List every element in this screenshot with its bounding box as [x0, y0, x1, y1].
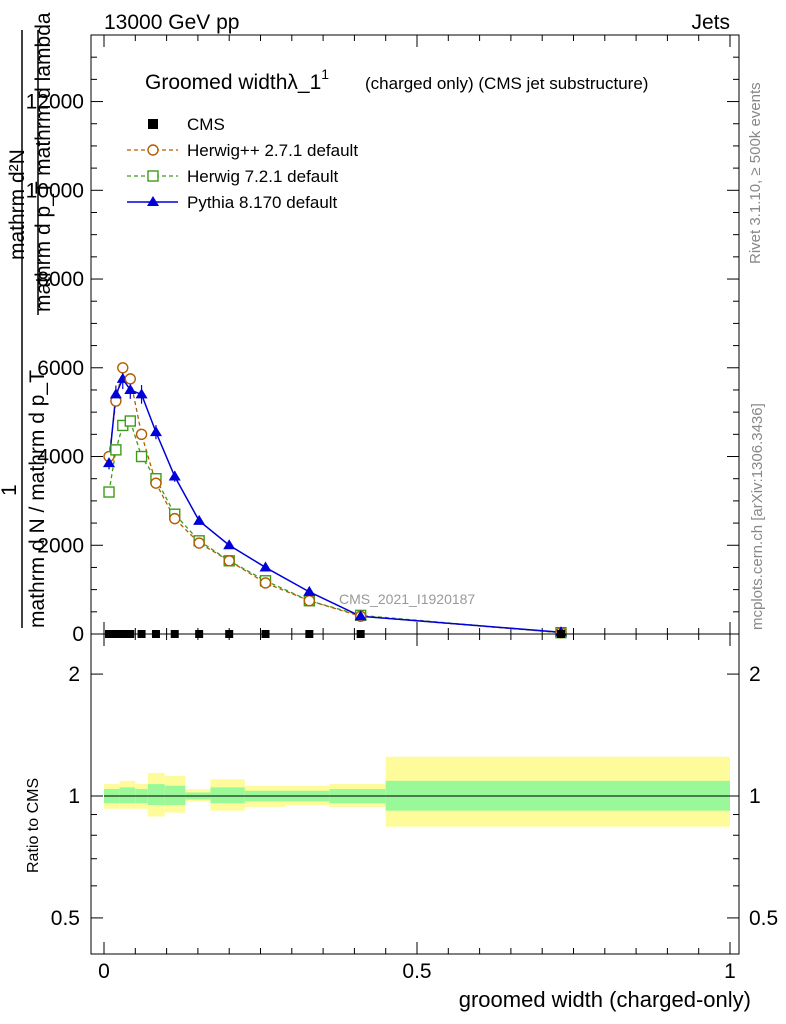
- herwig7-point: [124, 415, 136, 427]
- x-tick-label: 0.5: [402, 960, 431, 983]
- pythia-point: [124, 383, 137, 394]
- pythia-point: [135, 388, 148, 399]
- analysis-watermark: CMS_2021_I1920187: [339, 591, 475, 607]
- ratio-y-label: Ratio to CMS: [25, 778, 42, 873]
- ratio-band-inner: [164, 785, 186, 806]
- herwigpp-point: [193, 537, 205, 549]
- ratio-band-inner: [147, 784, 165, 806]
- pythia-point: [109, 388, 122, 399]
- x-tick-label: 0: [98, 960, 110, 983]
- y-tick-label: 10000: [26, 179, 84, 202]
- header-left: 13000 GeV pp: [104, 11, 239, 34]
- legend-label-cms: CMS: [187, 115, 225, 134]
- legend-label-herwig7: Herwig 7.2.1 default: [187, 167, 338, 186]
- legend-marker-herwig7: [147, 170, 159, 182]
- y-tick-label: 0: [72, 623, 84, 646]
- legend-marker-pythia: [147, 196, 159, 206]
- series-line-herwig7: [108, 420, 562, 634]
- header-right: Jets: [691, 11, 730, 34]
- pythia-point: [303, 585, 316, 596]
- ratio-y-tick-label-left: 0.5: [51, 907, 80, 930]
- ratio-y-tick-label-left: 2: [68, 663, 80, 686]
- ratio-band-inner: [210, 787, 245, 804]
- main-axis-ticks: 0 2000 4000 6000 8000 10000 12000: [26, 35, 739, 646]
- x-axis-label: groomed width (charged-only): [459, 987, 751, 1012]
- legend-label-pythia: Pythia 8.170 default: [187, 193, 338, 212]
- herwigpp-point: [117, 362, 129, 374]
- pythia-point: [168, 470, 181, 481]
- legend-label-herwigpp: Herwig++ 2.7.1 default: [187, 141, 358, 160]
- ratio-y-tick-label-right: 2: [749, 663, 761, 686]
- main-series-layer: [103, 362, 567, 639]
- y-label-factor: 1: [0, 484, 21, 496]
- pythia-point: [193, 514, 206, 525]
- x-tick-label: 1: [724, 960, 736, 983]
- y-label-factor-denominator: mathrm d N / mathrm d p_T: [26, 370, 49, 628]
- herwigpp-point: [303, 595, 316, 607]
- herwigpp-point: [169, 512, 181, 525]
- ratio-plot-frame: [90, 633, 740, 955]
- y-tick-label: 6000: [37, 357, 84, 380]
- herwig7-point: [110, 444, 122, 456]
- y-label-numerator: mathrm d²N: [6, 149, 29, 260]
- herwigpp-point: [135, 428, 148, 441]
- legend-marker-herwigpp: [147, 144, 159, 156]
- pythia-point: [149, 426, 162, 437]
- ratio-y-tick-label-right: 0.5: [749, 907, 778, 930]
- pythia-point: [103, 457, 116, 468]
- ratio-y-tick-label-left: 1: [68, 785, 80, 808]
- y-label-denominator: mathrm d p_T mathrm d lambda: [32, 12, 55, 312]
- herwigpp-point: [150, 477, 162, 489]
- pythia-point: [259, 561, 272, 572]
- pythia-point: [223, 539, 236, 550]
- pythia-point: [354, 610, 367, 621]
- y-tick-label: 2000: [37, 534, 84, 557]
- series-line-herwigpp: [108, 366, 562, 634]
- mcplots-label: mcplots.cern.ch [arXiv:1306.3436]: [749, 403, 766, 630]
- ratio-bands-layer: [104, 756, 730, 827]
- herwigpp-point: [124, 373, 136, 385]
- herwig7-point: [135, 450, 148, 463]
- plot-title: Groomed widthλ_11: [145, 66, 329, 94]
- y-tick-label: 12000: [26, 91, 84, 114]
- plot-title-main: Groomed widthλ_1: [145, 71, 321, 94]
- legend: CMS Herwig++ 2.7.1 default Herwig 7.2.1 …: [127, 115, 358, 212]
- series-line-pythia: [108, 377, 562, 633]
- rivet-label: Rivet 3.1.10, ≥ 500k events: [747, 82, 764, 264]
- plot-title-sup: 1: [321, 66, 329, 82]
- ratio-y-tick-label-right: 1: [749, 785, 761, 808]
- legend-marker-cms: [148, 119, 158, 129]
- y-tick-label: 8000: [37, 268, 84, 291]
- y-tick-label: 4000: [37, 446, 84, 469]
- herwigpp-point: [259, 577, 272, 589]
- herwig7-point: [103, 486, 115, 498]
- ratio-band-inner: [119, 787, 136, 804]
- y-axis-label: mathrm d²N mathrm d p_T mathrm d lambda …: [0, 12, 55, 628]
- herwigpp-point: [223, 555, 235, 567]
- plot-title-rest: (charged only) (CMS jet substructure): [365, 74, 648, 93]
- ratio-axis-ticks: 0.5 0.5 1 1 2 2 0 0.5 1: [51, 634, 778, 983]
